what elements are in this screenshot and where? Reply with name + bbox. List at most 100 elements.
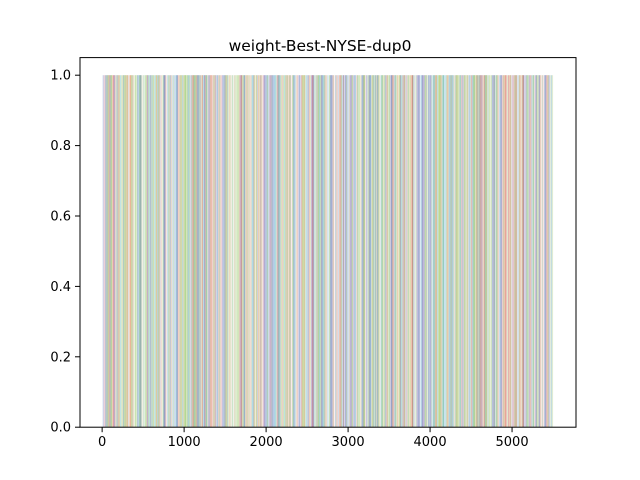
weight-stripe — [543, 75, 546, 428]
weight-stripe — [441, 75, 443, 428]
weight-stripe — [469, 75, 472, 428]
weight-stripe — [187, 75, 190, 428]
weight-stripe — [290, 75, 291, 428]
weight-stripe — [302, 75, 305, 428]
x-tick-label: 3000 — [332, 435, 365, 450]
weight-stripe — [333, 75, 334, 428]
weight-stripe — [204, 75, 207, 428]
weight-stripe — [524, 75, 526, 428]
weight-stripe — [396, 75, 399, 428]
weight-stripe — [352, 75, 354, 428]
weight-stripe — [491, 75, 493, 428]
weight-stripe — [191, 75, 193, 428]
weight-stripe — [113, 75, 116, 428]
weight-stripe — [103, 75, 104, 428]
weight-stripe — [316, 75, 318, 428]
weight-stripe — [518, 75, 521, 428]
weight-stripe — [474, 75, 477, 428]
weight-stripe — [139, 75, 141, 428]
weight-stripe — [256, 75, 258, 428]
weight-stripe — [511, 75, 513, 428]
weight-stripe — [346, 75, 347, 428]
weight-stripe — [194, 75, 197, 428]
weight-stripe — [472, 75, 475, 428]
weight-stripe — [354, 75, 356, 428]
weight-stripe — [167, 75, 169, 428]
weight-stripe — [105, 75, 108, 428]
weight-stripe — [248, 75, 250, 428]
weight-stripe — [370, 75, 372, 428]
weight-stripe — [504, 75, 507, 428]
weight-stripe — [417, 75, 420, 428]
weight-stripe — [431, 75, 433, 428]
weight-stripe — [235, 75, 237, 428]
weight-stripe — [371, 75, 373, 428]
weight-stripe — [282, 75, 284, 428]
weight-stripe — [473, 75, 476, 428]
weight-stripe — [340, 75, 342, 428]
weight-stripe — [184, 75, 187, 428]
weight-stripe — [505, 75, 507, 428]
weight-stripe — [138, 75, 140, 428]
weight-stripe — [252, 75, 254, 428]
weight-stripe — [355, 75, 358, 428]
weight-stripe — [325, 75, 327, 428]
weight-stripe — [250, 75, 252, 428]
weight-stripe — [222, 75, 225, 428]
weight-stripe — [364, 75, 366, 428]
weight-stripe — [539, 75, 541, 428]
weight-stripe — [499, 75, 500, 428]
weight-stripe — [523, 75, 525, 428]
weight-stripe — [517, 75, 520, 428]
weight-stripe — [455, 75, 458, 428]
weight-stripe — [533, 75, 535, 428]
weight-stripe — [480, 75, 483, 428]
weight-stripe — [223, 75, 226, 428]
weight-stripe — [423, 75, 426, 428]
weight-stripe — [312, 75, 314, 428]
weight-stripe — [314, 75, 316, 428]
weight-stripe — [279, 75, 281, 428]
weight-stripe — [376, 75, 379, 428]
weight-stripe — [514, 75, 517, 428]
weight-stripe — [199, 75, 202, 428]
weight-stripe — [466, 75, 469, 428]
weight-stripe — [202, 75, 205, 428]
y-tick-label: 0.4 — [50, 280, 71, 295]
weight-stripe — [203, 75, 206, 428]
weight-stripe — [367, 75, 370, 428]
weight-stripe — [216, 75, 219, 428]
weight-stripe — [547, 75, 549, 428]
weight-stripe — [127, 75, 128, 428]
weight-stripe — [447, 75, 449, 428]
weight-stripe — [270, 75, 273, 428]
weight-stripe — [436, 75, 438, 428]
weight-stripe — [192, 75, 195, 428]
weight-stripe — [237, 75, 239, 428]
weight-stripe — [309, 75, 311, 428]
weight-stripe — [140, 75, 142, 428]
weight-stripe — [243, 75, 246, 428]
weight-stripe — [305, 75, 308, 428]
weight-stripe — [142, 75, 145, 428]
weight-stripe — [292, 75, 294, 428]
weight-stripe — [373, 75, 377, 428]
weight-stripe — [544, 75, 547, 428]
weight-stripe — [453, 75, 455, 428]
weight-stripe — [261, 75, 263, 428]
weight-stripe — [493, 75, 495, 428]
weight-stripe — [481, 75, 484, 428]
weight-stripe — [155, 75, 158, 428]
weight-stripe — [328, 75, 329, 428]
weight-stripe — [310, 75, 311, 428]
weight-stripe — [522, 75, 524, 428]
weight-stripe — [188, 75, 190, 428]
weight-stripe — [157, 75, 160, 428]
weight-stripe — [274, 75, 277, 428]
weight-stripe — [361, 75, 364, 428]
weight-stripe — [358, 75, 360, 428]
weight-stripe — [460, 75, 461, 428]
weight-stripe — [411, 75, 414, 428]
weight-stripe — [413, 75, 415, 428]
weight-stripe — [526, 75, 529, 428]
